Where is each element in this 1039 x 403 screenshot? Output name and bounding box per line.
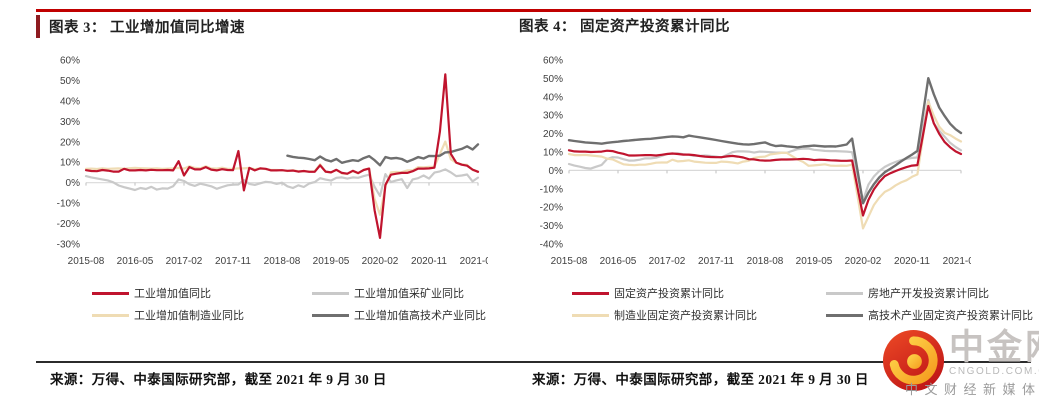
- svg-text:2017-02: 2017-02: [649, 256, 686, 267]
- svg-text:30%: 30%: [543, 111, 563, 122]
- legend-label: 固定资产投资累计同比: [614, 288, 724, 300]
- legend-item: 工业增加值制造业同比: [92, 307, 300, 323]
- brand-name: 中金网: [949, 328, 1039, 367]
- svg-text:10%: 10%: [60, 158, 80, 169]
- svg-text:2020-11: 2020-11: [411, 256, 447, 267]
- svg-text:2017-11: 2017-11: [215, 256, 251, 267]
- legend-line-marker: [572, 291, 609, 295]
- svg-text:2015-08: 2015-08: [551, 256, 588, 267]
- svg-text:2015-08: 2015-08: [68, 256, 105, 267]
- svg-text:50%: 50%: [543, 74, 563, 85]
- chart4-title-row: 图表 4： 固定资产投资累计同比: [519, 15, 730, 36]
- svg-text:2017-11: 2017-11: [698, 256, 734, 267]
- svg-text:40%: 40%: [60, 96, 80, 107]
- title-accent-bar: [36, 15, 40, 38]
- legend-item: 固定资产投资累计同比: [572, 285, 814, 301]
- svg-text:20%: 20%: [543, 129, 563, 140]
- legend-line-marker: [826, 313, 863, 317]
- cngold-logo-icon: [882, 329, 945, 392]
- svg-text:2019-05: 2019-05: [313, 256, 350, 267]
- svg-text:2017-02: 2017-02: [166, 256, 203, 267]
- legend-line-marker: [826, 291, 863, 295]
- legend-label: 房地产开发投资累计同比: [868, 288, 989, 300]
- legend-line-marker: [572, 313, 609, 317]
- svg-text:2021-08: 2021-08: [943, 256, 971, 267]
- legend-item: 工业增加值同比: [92, 285, 300, 301]
- legend-line-marker: [92, 313, 129, 317]
- legend-line-marker: [312, 291, 349, 295]
- cngold-logo-text: 中金网 CNGOLD.COM.CN 中文财经新媒体: [905, 328, 1039, 398]
- legend-item: 房地产开发投资累计同比: [826, 285, 1033, 301]
- source-note-left: 来源：万得、中泰国际研究部，截至 2021 年 9 月 30 日: [50, 372, 387, 387]
- legend-label: 高技术产业固定资产投资累计同比: [868, 310, 1033, 322]
- svg-text:-40%: -40%: [540, 240, 563, 251]
- svg-text:0%: 0%: [66, 178, 81, 189]
- legend-item: 制造业固定资产投资累计同比: [572, 307, 814, 323]
- legend-item: 工业增加值采矿业同比: [312, 285, 486, 301]
- legend-label: 制造业固定资产投资累计同比: [614, 310, 757, 322]
- svg-text:30%: 30%: [60, 117, 80, 128]
- svg-text:-30%: -30%: [540, 221, 563, 232]
- svg-text:2018-08: 2018-08: [264, 256, 301, 267]
- source-note-right: 来源：万得、中泰国际研究部，截至 2021 年 9 月 30 日: [532, 372, 869, 387]
- legend-line-marker: [312, 313, 349, 317]
- svg-text:2020-11: 2020-11: [894, 256, 930, 267]
- svg-text:2016-05: 2016-05: [117, 256, 154, 267]
- chart4-legend: 固定资产投资累计同比 房地产开发投资累计同比 制造业固定资产投资累计同比 高技术…: [572, 285, 1033, 323]
- svg-text:2021-08: 2021-08: [460, 256, 488, 267]
- brand-domain: CNGOLD.COM.CN: [949, 366, 1039, 377]
- svg-text:2016-05: 2016-05: [600, 256, 637, 267]
- svg-text:10%: 10%: [543, 148, 563, 159]
- svg-text:50%: 50%: [60, 76, 80, 87]
- svg-text:-20%: -20%: [540, 203, 563, 214]
- chart3-title-row: 图表 3： 工业增加值同比增速: [36, 15, 245, 38]
- legend-item: 工业增加值高技术产业同比: [312, 307, 486, 323]
- svg-text:60%: 60%: [60, 56, 80, 67]
- industrial-value-added-line-chart: 60% 50% 40% 30% 20% 10% 0% -10% -20% -30% 2015-08 2…: [57, 56, 488, 268]
- legend-label: 工业增加值制造业同比: [134, 310, 244, 322]
- svg-text:0%: 0%: [549, 166, 564, 177]
- svg-text:40%: 40%: [543, 92, 563, 103]
- fixed-asset-investment-line-chart: 60% 50% 40% 30% 20% 10% 0% -10% -20% -30% -40% 2015…: [540, 56, 971, 268]
- svg-text:60%: 60%: [543, 56, 563, 67]
- svg-text:-20%: -20%: [57, 219, 80, 230]
- cngold-logo: 中金网 CNGOLD.COM.CN 中文财经新媒体: [882, 329, 1039, 398]
- svg-text:-30%: -30%: [57, 240, 80, 251]
- bottom-divider: [36, 361, 1031, 363]
- svg-text:2020-02: 2020-02: [362, 256, 399, 267]
- svg-text:20%: 20%: [60, 137, 80, 148]
- chart3-title: 图表 3： 工业增加值同比增速: [49, 20, 245, 36]
- svg-text:2018-08: 2018-08: [747, 256, 784, 267]
- chart3-legend: 工业增加值同比 工业增加值采矿业同比 工业增加值制造业同比 工业增加值高技术产业…: [92, 285, 486, 323]
- legend-label: 工业增加值采矿业同比: [354, 288, 464, 300]
- svg-text:2020-02: 2020-02: [845, 256, 882, 267]
- brand-tagline: 中文财经新媒体: [905, 382, 1039, 397]
- chart4-title: 图表 4： 固定资产投资累计同比: [519, 19, 730, 35]
- legend-label: 工业增加值同比: [134, 288, 211, 300]
- top-red-rule: [36, 9, 1031, 12]
- svg-text:2019-05: 2019-05: [796, 256, 833, 267]
- svg-text:-10%: -10%: [540, 184, 563, 195]
- legend-label: 工业增加值高技术产业同比: [354, 310, 486, 322]
- svg-text:-10%: -10%: [57, 199, 80, 210]
- legend-line-marker: [92, 291, 129, 295]
- legend-item: 高技术产业固定资产投资累计同比: [826, 307, 1033, 323]
